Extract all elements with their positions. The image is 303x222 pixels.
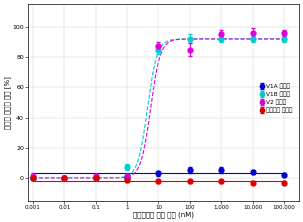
Legend: V1A 수용체, V1B 수용체, V2 수용체, 옥시토신 수용체: V1A 수용체, V1B 수용체, V2 수용체, 옥시토신 수용체 [260,83,293,114]
Y-axis label: 수용체 활성화 정도 [%]: 수용체 활성화 정도 [%] [4,76,11,129]
X-axis label: 세파로토신 처리 농도 (nM): 세파로토신 처리 농도 (nM) [133,211,194,218]
